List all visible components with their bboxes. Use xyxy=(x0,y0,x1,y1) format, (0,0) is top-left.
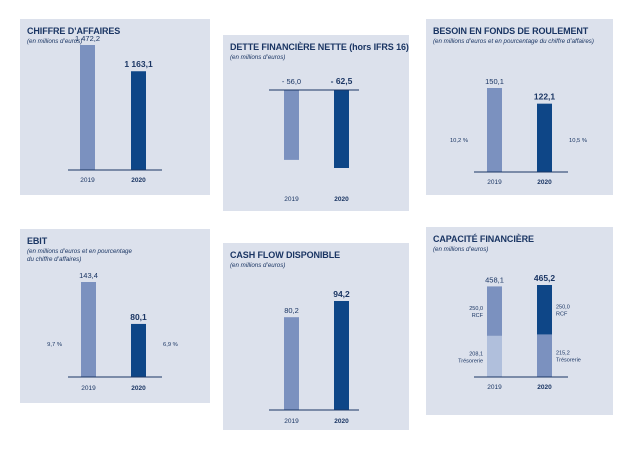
category-label-2020: 2020 xyxy=(537,179,552,186)
category-label-2020: 2020 xyxy=(131,385,146,392)
category-label-2019: 2019 xyxy=(80,177,95,184)
bar-2020 xyxy=(334,301,349,410)
panel-subtitle: (en millions d’euros) xyxy=(230,54,286,61)
segment-name-rcf-2019: RCF xyxy=(472,313,484,319)
chart-chiffre-affaires: 1 472,2 2019 1 163,1 2020 xyxy=(68,34,162,184)
segment-value-rcf-2020: 250,0 xyxy=(556,305,570,311)
panel-title: BESOIN EN FONDS DE ROULEMENT xyxy=(433,26,589,36)
panel-bfr: BESOIN EN FONDS DE ROULEMENT (en million… xyxy=(426,19,613,195)
value-label-2020: 122,1 xyxy=(534,92,556,102)
segment-value-tresorerie-2019: 208,1 xyxy=(469,351,483,357)
bar-2019-rcf xyxy=(487,286,502,336)
panel-chiffre-affaires: CHIFFRE D’AFFAIRES (en millions d’euros)… xyxy=(20,19,210,195)
category-label-2020: 2020 xyxy=(334,418,349,425)
panel-title: CAPACITÉ FINANCIÈRE xyxy=(433,234,534,244)
bar-2020-rcf xyxy=(537,285,552,335)
value-label-2019: 458,1 xyxy=(485,275,504,284)
panel-subtitle: (en millions d’euros) xyxy=(230,262,286,269)
bar-2019 xyxy=(284,317,299,410)
category-label-2019: 2019 xyxy=(487,384,502,391)
panel-subtitle: (en millions d’euros et en pourcentage d… xyxy=(27,248,132,263)
category-label-2019: 2019 xyxy=(487,179,502,186)
value-label-2019: 80,2 xyxy=(284,306,299,315)
value-label-2019: 143,4 xyxy=(79,271,98,280)
chart-dette-financiere: - 56,0 2019 - 62,5 2020 xyxy=(269,76,359,203)
category-label-2019: 2019 xyxy=(284,418,299,425)
chart-capacite-financiere: 458,1250,0RCF208,1Trésorerie2019465,2250… xyxy=(458,273,581,391)
chart-ebit: 143,4 2019 9,7 % 80,1 2020 6,9 % xyxy=(47,271,178,392)
panel-subtitle: (en millions d’euros et en pourcentage d… xyxy=(433,38,594,45)
bar-2019-tresorerie xyxy=(487,335,502,377)
panel-subtitle-line: (en millions d’euros et en pourcentage xyxy=(27,248,132,255)
panel-title: CHIFFRE D’AFFAIRES xyxy=(27,26,121,36)
bar-2019 xyxy=(80,45,95,170)
value-label-2020: - 62,5 xyxy=(331,76,353,86)
panel-subtitle: (en millions d’euros) xyxy=(433,246,489,253)
percent-label-2019: 10,2 % xyxy=(450,138,468,144)
bar-2020 xyxy=(131,71,146,170)
category-label-2019: 2019 xyxy=(81,385,96,392)
value-label-2019: 150,1 xyxy=(485,77,504,86)
segment-name-rcf-2020: RCF xyxy=(556,312,568,318)
panel-subtitle: (en millions d’euros) xyxy=(27,38,83,45)
bar-2020 xyxy=(537,103,552,172)
bar-2020 xyxy=(334,90,349,168)
percent-label-2020: 10,5 % xyxy=(569,138,587,144)
value-label-2019: 1 472,2 xyxy=(75,34,100,43)
panel-title: CASH FLOW DISPONIBLE xyxy=(230,250,340,260)
panel-title: DETTE FINANCIÈRE NETTE (hors IFRS 16) xyxy=(230,42,409,52)
chart-cash-flow: 80,2 2019 94,2 2020 xyxy=(269,289,359,425)
segment-name-tresorerie-2020: Trésorerie xyxy=(556,358,581,364)
category-label-2020: 2020 xyxy=(537,384,552,391)
category-label-2020: 2020 xyxy=(131,177,146,184)
bar-2020 xyxy=(131,323,146,377)
bar-2019 xyxy=(487,88,502,172)
category-label-2020: 2020 xyxy=(334,196,349,203)
value-label-2020: 465,2 xyxy=(534,273,556,283)
chart-bfr: 150,1 2019 10,2 % 122,1 2020 10,5 % xyxy=(450,77,587,186)
segment-value-tresorerie-2020: 215,2 xyxy=(556,351,570,357)
percent-label-2020: 6,9 % xyxy=(163,342,178,348)
segment-value-rcf-2019: 250,0 xyxy=(469,306,483,312)
bar-2020-tresorerie xyxy=(537,334,552,377)
panel-subtitle-line: du chiffre d’affaires) xyxy=(27,255,82,263)
panel-capacite-financiere: CAPACITÉ FINANCIÈRE (en millions d’euros… xyxy=(426,227,613,415)
segment-name-tresorerie-2019: Trésorerie xyxy=(458,358,483,364)
value-label-2020: 80,1 xyxy=(130,312,147,322)
value-label-2019: - 56,0 xyxy=(282,77,301,86)
panel-title: EBIT xyxy=(27,236,48,246)
value-label-2020: 94,2 xyxy=(333,289,350,299)
percent-label-2019: 9,7 % xyxy=(47,342,62,348)
bar-2019 xyxy=(284,90,299,160)
value-label-2020: 1 163,1 xyxy=(124,59,153,69)
panel-ebit: EBIT (en millions d’euros et en pourcent… xyxy=(20,229,210,403)
bar-2019 xyxy=(81,282,96,377)
panel-dette-financiere: DETTE FINANCIÈRE NETTE (hors IFRS 16) (e… xyxy=(223,35,409,211)
category-label-2019: 2019 xyxy=(284,196,299,203)
panel-cash-flow: CASH FLOW DISPONIBLE (en millions d’euro… xyxy=(223,243,409,430)
